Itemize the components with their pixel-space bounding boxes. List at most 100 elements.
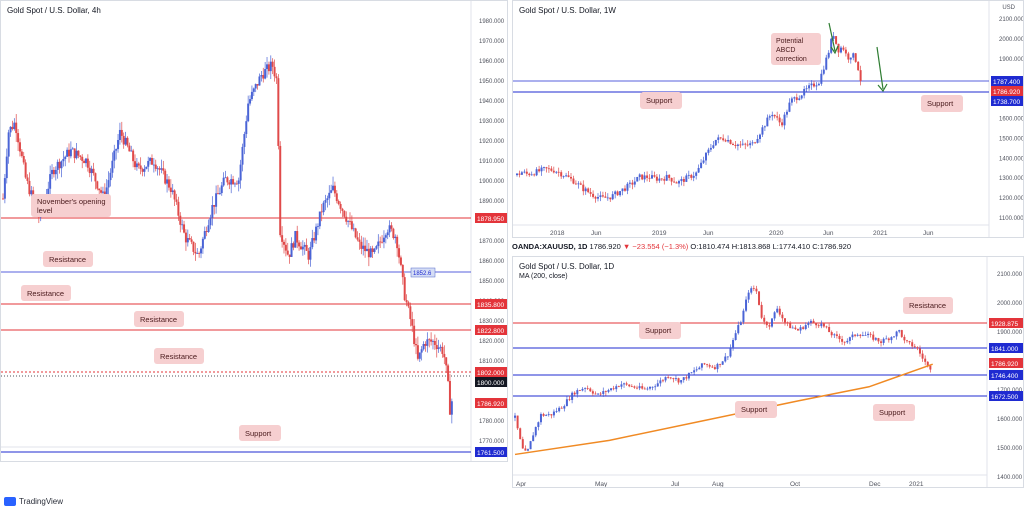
candle-body [703, 363, 706, 365]
candle-body [228, 182, 231, 185]
candle-body [247, 103, 250, 122]
candle-body [526, 449, 529, 451]
candle-body [771, 318, 774, 327]
candle-body [719, 137, 722, 139]
candle-body [709, 147, 712, 150]
candle-body [890, 337, 893, 341]
candle-body [313, 238, 316, 241]
candle-body [137, 163, 140, 166]
candle-body [194, 251, 197, 254]
chart-canvas-daily[interactable]: 2100.0002000.0001900.0001800.0001700.000… [513, 257, 1024, 488]
candle-body [143, 168, 146, 172]
candle-body [156, 168, 159, 170]
candle-body [929, 365, 932, 370]
candle-body [173, 190, 176, 200]
candle-body [288, 254, 291, 257]
candle-body [367, 248, 370, 258]
candle-body [514, 415, 516, 418]
candle-body [722, 138, 725, 141]
candle-body [817, 83, 820, 86]
price-tag-1835: 1835.800 [475, 299, 507, 309]
ohlc-symbol: OANDA:XAUUSD, 1D [512, 242, 588, 251]
candle-body [659, 380, 662, 384]
candle-body [791, 327, 794, 329]
candle-body [107, 180, 110, 188]
candle-body [447, 365, 450, 381]
candle-body [756, 138, 759, 143]
candle-body [415, 344, 418, 346]
candle-body [105, 187, 108, 200]
candle-body [362, 245, 365, 249]
candle-body [742, 310, 745, 323]
candle-body [450, 401, 453, 415]
candle-body [169, 187, 172, 193]
candles-daily [514, 285, 932, 452]
candle-body [516, 173, 518, 176]
candle-body [262, 75, 265, 79]
y-tick-label: 2000.000 [999, 37, 1024, 43]
candle-body [692, 175, 695, 178]
candle-body [282, 241, 285, 245]
chart-panel-daily[interactable]: Gold Spot / U.S. Dollar, 1D MA (200, clo… [512, 256, 1024, 488]
chart-panel-4h[interactable]: Gold Spot / U.S. Dollar, 4h 1980.000 1970… [0, 0, 508, 462]
candle-body [690, 372, 693, 374]
chart-panel-weekly[interactable]: Gold Spot / U.S. Dollar, 1W USD 2100.000… [512, 0, 1024, 238]
candle-body [413, 325, 416, 345]
svg-text:Resistance: Resistance [49, 255, 86, 264]
chart-canvas-weekly[interactable]: 2100.0002000.0001900.0001800.0001700.000… [513, 1, 1024, 238]
chart-canvas-4h[interactable]: 1980.000 1970.000 1960.000 1950.000 1940.000… [1, 1, 508, 462]
candle-body [122, 135, 125, 145]
price-tag-w-1786: 1786.920 [991, 86, 1023, 96]
candle-body [539, 414, 542, 423]
candle-body [793, 97, 796, 99]
candle-body [120, 129, 123, 136]
svg-text:1835.800: 1835.800 [477, 302, 504, 309]
candle-body [641, 386, 644, 389]
candle-body [56, 161, 59, 170]
candle-body [874, 338, 877, 340]
candle-body [218, 193, 221, 195]
ohlc-open: O:1810.474 [690, 242, 730, 251]
candle-body [778, 117, 781, 123]
candle-body [830, 38, 833, 53]
candle-body [852, 53, 855, 58]
candle-body [424, 343, 427, 346]
callout-abcd-line1: Potential [776, 38, 804, 45]
candle-body [669, 377, 672, 379]
candle-body [209, 217, 212, 226]
candle-body [745, 299, 748, 311]
candle-body [596, 196, 599, 199]
callout-resistance-3: Resistance [134, 311, 184, 327]
price-tag-d-1786: 1786.920 [989, 358, 1023, 368]
candle-body [893, 336, 896, 338]
candle-body [11, 126, 14, 130]
candle-body [776, 116, 779, 118]
candle-body [292, 243, 295, 248]
candle-body [418, 352, 421, 359]
candle-body [749, 143, 752, 146]
y-tick-label: 1900.000 [479, 179, 505, 185]
candle-body [135, 163, 138, 168]
candle-body [516, 415, 519, 429]
candle-body [115, 149, 118, 151]
candle-body [680, 380, 683, 383]
candle-body [584, 388, 587, 389]
y-tick-label: 1600.000 [997, 417, 1023, 423]
candle-body [538, 169, 541, 172]
candle-body [222, 177, 225, 186]
candle-body [77, 150, 80, 156]
candle-body [877, 338, 880, 342]
candle-body [680, 179, 683, 182]
candle-body [426, 339, 429, 346]
svg-text:1786.920: 1786.920 [991, 361, 1018, 368]
tradingview-brand[interactable]: TradingView [4, 497, 63, 506]
candle-body [908, 341, 911, 343]
svg-text:1786.920: 1786.920 [477, 401, 504, 408]
candle-body [822, 69, 825, 74]
candle-body [152, 164, 155, 166]
candle-body [350, 221, 353, 230]
candle-body [437, 347, 440, 350]
ohlc-high: H:1813.868 [731, 242, 771, 251]
candle-body [599, 195, 602, 197]
candle-body [75, 150, 78, 159]
